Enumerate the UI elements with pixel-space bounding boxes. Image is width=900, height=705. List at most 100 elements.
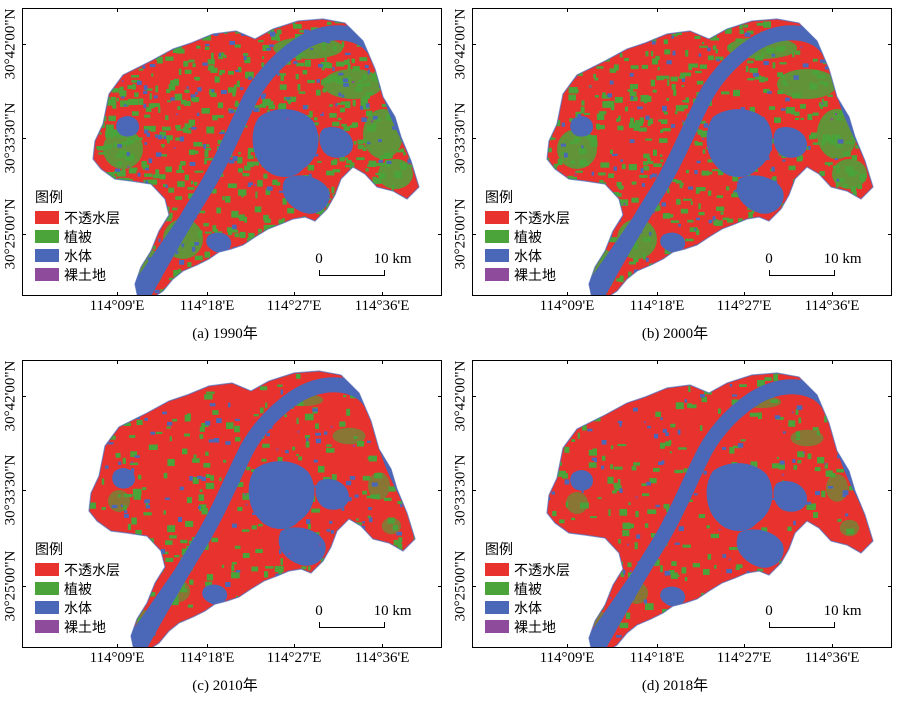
y-tick-mark xyxy=(438,44,442,45)
scale-bar-line xyxy=(769,627,835,628)
y-tick-label: 30°25'00"N xyxy=(2,550,19,622)
legend-label: 裸土地 xyxy=(514,267,556,284)
x-tick-label: 114°18'E xyxy=(629,650,685,666)
x-tick-label: 114°18'E xyxy=(179,650,235,666)
legend-swatch xyxy=(35,211,59,224)
legend-swatch xyxy=(35,268,59,281)
x-tick-mark xyxy=(657,644,658,648)
x-tick-mark xyxy=(657,8,658,12)
y-tick-label: 30°42'00"N xyxy=(452,360,469,432)
x-tick-mark xyxy=(744,644,745,648)
scale-bar-start-label: 0 xyxy=(765,251,773,267)
scale-bar-tick xyxy=(834,622,835,628)
legend-swatch xyxy=(35,249,59,262)
legend-label: 水体 xyxy=(514,600,542,617)
y-tick-mark xyxy=(22,138,26,139)
map-legend: 图例 不透水层 植被 水体 裸土地 xyxy=(485,187,570,284)
y-tick-mark xyxy=(22,234,26,235)
scale-bar-tick xyxy=(384,270,385,276)
x-tick-label: 114°09'E xyxy=(539,650,595,666)
legend-item: 水体 xyxy=(35,246,120,265)
x-tick-mark xyxy=(657,360,658,364)
x-tick-mark xyxy=(832,292,833,296)
panel-caption: (b) 2000年 xyxy=(641,326,709,342)
x-tick-mark xyxy=(382,360,383,364)
map-panel: 图例 不透水层 植被 水体 裸土地 0 10 km 114°09'E 114°18'E 114°2… xyxy=(450,0,900,352)
legend-swatch xyxy=(35,601,59,614)
legend-swatch xyxy=(485,601,509,614)
x-tick-mark xyxy=(207,360,208,364)
y-tick-mark xyxy=(888,138,892,139)
y-tick-mark xyxy=(472,396,476,397)
land-cover-map xyxy=(92,18,420,295)
legend-swatch xyxy=(35,582,59,595)
x-tick-label: 114°27'E xyxy=(266,298,322,314)
legend-swatch xyxy=(485,230,509,243)
lake-water xyxy=(206,232,232,253)
scale-bar-end-label: 10 km xyxy=(823,251,862,267)
y-tick-mark xyxy=(472,490,476,491)
x-tick-mark xyxy=(832,8,833,12)
y-tick-mark xyxy=(438,138,442,139)
lake-water xyxy=(570,470,593,491)
legend-swatch xyxy=(35,620,59,633)
y-tick-mark xyxy=(22,490,26,491)
y-tick-label: 30°33'30"N xyxy=(452,454,469,526)
scale-bar-tick xyxy=(319,622,320,628)
x-tick-label: 114°36'E xyxy=(354,650,410,666)
river-water xyxy=(126,556,192,646)
y-tick-mark xyxy=(888,490,892,491)
map-legend: 图例 不透水层 植被 水体 裸土地 xyxy=(35,187,120,284)
x-tick-mark xyxy=(207,644,208,648)
legend-item: 裸土地 xyxy=(35,265,120,284)
river-water xyxy=(130,204,196,294)
x-tick-label: 114°36'E xyxy=(354,298,410,314)
x-tick-mark xyxy=(832,644,833,648)
scale-bar-start-label: 0 xyxy=(765,603,773,619)
x-tick-label: 114°27'E xyxy=(716,298,772,314)
x-tick-mark xyxy=(117,644,118,648)
lake-water xyxy=(736,175,784,214)
x-tick-label: 114°27'E xyxy=(266,650,322,666)
legend-label: 不透水层 xyxy=(514,562,570,579)
scale-bar-end-label: 10 km xyxy=(373,251,412,267)
lake-water xyxy=(773,126,807,158)
x-tick-mark xyxy=(567,644,568,648)
scale-bar-start-label: 0 xyxy=(315,603,323,619)
scale-bar-start-label: 0 xyxy=(315,251,323,267)
y-tick-mark xyxy=(888,586,892,587)
map-panel: 图例 不透水层 植被 水体 裸土地 0 10 km 114°09'E 114°18'E 114°2… xyxy=(0,0,450,352)
map-frame: 图例 不透水层 植被 水体 裸土地 0 10 km xyxy=(22,8,442,296)
legend-label: 水体 xyxy=(64,248,92,265)
scale-bar-tick xyxy=(834,270,835,276)
legend-label: 裸土地 xyxy=(64,619,106,636)
legend-item: 植被 xyxy=(35,227,120,246)
y-tick-mark xyxy=(22,396,26,397)
legend-label: 植被 xyxy=(514,581,542,598)
x-tick-label: 114°36'E xyxy=(804,298,860,314)
lake-water xyxy=(706,109,773,178)
lake-water xyxy=(315,478,349,510)
x-tick-mark xyxy=(832,360,833,364)
x-tick-mark xyxy=(294,360,295,364)
scale-bar: 0 10 km xyxy=(315,603,439,635)
map-legend: 图例 不透水层 植被 水体 裸土地 xyxy=(485,539,570,636)
y-tick-mark xyxy=(472,44,476,45)
river-water xyxy=(584,558,650,647)
scale-bar-tick xyxy=(769,270,770,276)
legend-swatch xyxy=(485,563,509,576)
legend-label: 水体 xyxy=(64,600,92,617)
y-tick-mark xyxy=(472,586,476,587)
panel-caption: (a) 1990年 xyxy=(192,326,258,342)
lake-water xyxy=(736,529,784,568)
x-tick-mark xyxy=(207,8,208,12)
scale-bar: 0 10 km xyxy=(765,251,889,283)
legend-swatch xyxy=(35,230,59,243)
y-tick-mark xyxy=(438,586,442,587)
lake-water xyxy=(112,468,135,489)
legend-item: 不透水层 xyxy=(35,560,120,579)
x-tick-label: 114°09'E xyxy=(89,298,145,314)
legend-label: 不透水层 xyxy=(514,210,570,227)
legend-item: 裸土地 xyxy=(35,617,120,636)
y-tick-label: 30°25'00"N xyxy=(452,550,469,622)
